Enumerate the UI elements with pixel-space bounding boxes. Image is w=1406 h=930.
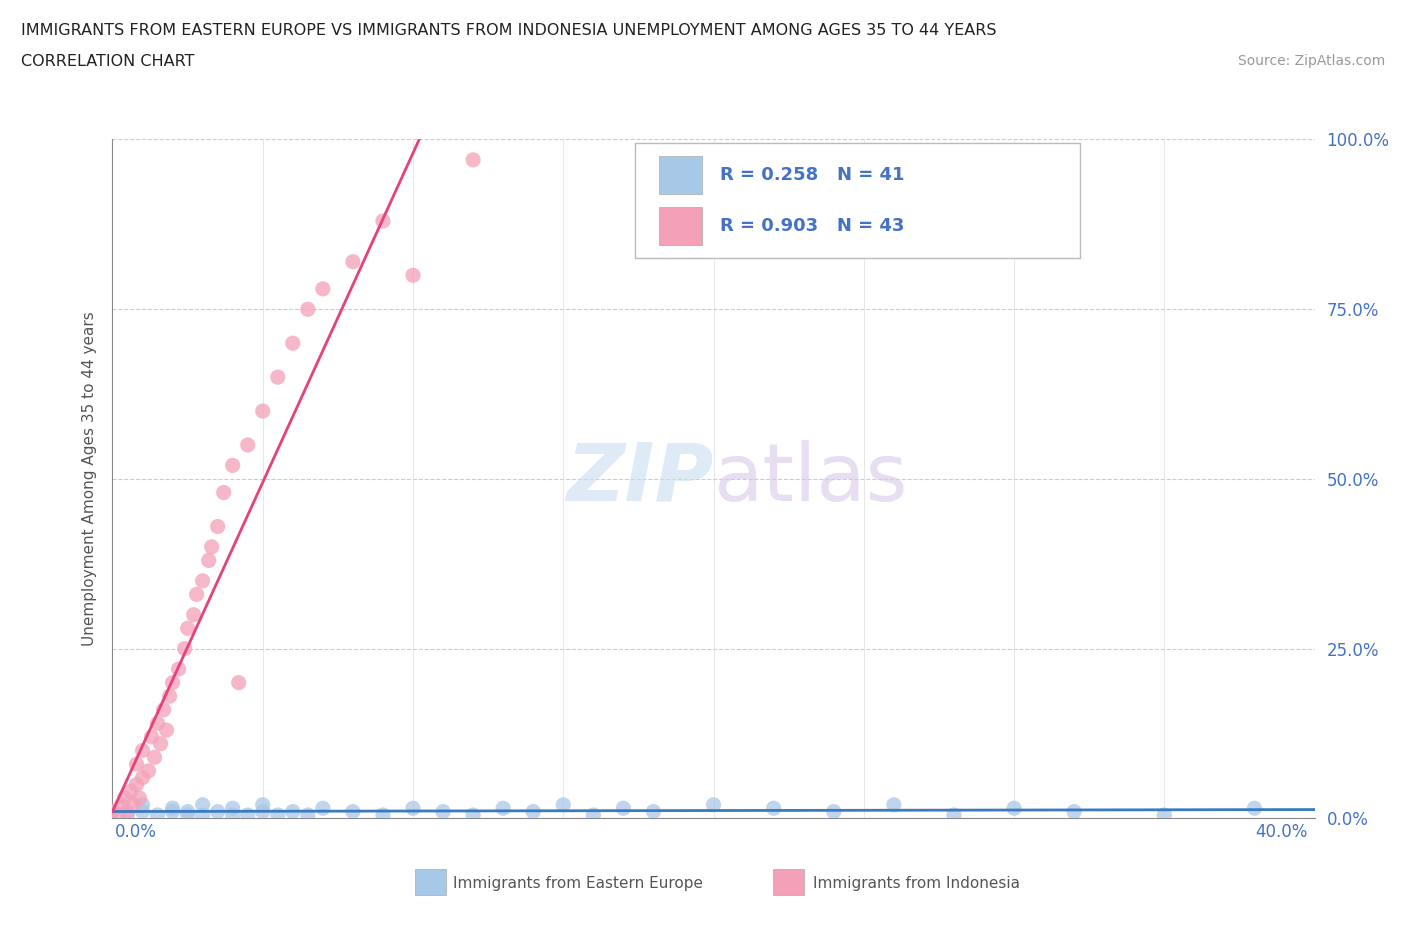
Point <box>281 336 304 351</box>
Point <box>252 404 274 418</box>
Point <box>212 485 235 500</box>
Point <box>236 807 259 822</box>
Text: R = 0.903   N = 43: R = 0.903 N = 43 <box>720 218 904 235</box>
Point <box>1002 801 1025 816</box>
Point <box>252 797 274 812</box>
Point <box>461 153 484 167</box>
Point <box>582 807 605 822</box>
Point <box>252 804 274 819</box>
Text: Immigrants from Indonesia: Immigrants from Indonesia <box>813 876 1019 891</box>
Point <box>152 702 174 717</box>
Point <box>155 723 177 737</box>
Point <box>643 804 665 819</box>
Point <box>207 519 229 534</box>
Point <box>191 573 214 589</box>
Point <box>432 804 454 819</box>
Point <box>141 729 163 744</box>
Point <box>883 797 905 812</box>
Point <box>122 797 145 812</box>
Point <box>101 804 124 819</box>
Text: Source: ZipAtlas.com: Source: ZipAtlas.com <box>1237 54 1385 68</box>
Point <box>522 804 544 819</box>
Point <box>131 797 153 812</box>
Point <box>176 804 198 819</box>
Point <box>371 807 394 822</box>
Point <box>110 797 132 812</box>
Point <box>222 807 245 822</box>
Point <box>125 757 148 772</box>
Point <box>201 539 224 554</box>
Point <box>131 743 153 758</box>
Point <box>267 369 290 385</box>
Point <box>191 807 214 822</box>
Point <box>162 804 184 819</box>
Point <box>297 301 319 316</box>
Point <box>162 675 184 690</box>
FancyBboxPatch shape <box>636 143 1080 259</box>
Point <box>101 804 124 819</box>
Point <box>131 770 153 785</box>
Point <box>138 764 160 778</box>
Point <box>173 642 195 657</box>
Point <box>281 804 304 819</box>
Point <box>762 801 785 816</box>
Text: R = 0.258   N = 41: R = 0.258 N = 41 <box>720 166 904 184</box>
Point <box>128 790 150 805</box>
Point <box>191 797 214 812</box>
Point <box>222 801 245 816</box>
Point <box>342 254 364 269</box>
Point <box>186 587 208 602</box>
Point <box>267 807 290 822</box>
Point <box>612 801 634 816</box>
Point <box>176 807 198 822</box>
Point <box>492 801 515 816</box>
Point <box>131 804 153 819</box>
Text: ZIP: ZIP <box>567 440 713 518</box>
Text: atlas: atlas <box>713 440 908 518</box>
Point <box>117 807 139 822</box>
Point <box>702 797 725 812</box>
Point <box>297 807 319 822</box>
Point <box>146 807 169 822</box>
Point <box>342 804 364 819</box>
Point <box>553 797 575 812</box>
Point <box>1063 804 1085 819</box>
Point <box>402 801 425 816</box>
Point <box>159 689 181 704</box>
Point <box>146 716 169 731</box>
Point <box>120 784 142 799</box>
Point <box>162 801 184 816</box>
Point <box>236 437 259 452</box>
Text: 0.0%: 0.0% <box>115 823 157 841</box>
Point <box>1153 807 1175 822</box>
Y-axis label: Unemployment Among Ages 35 to 44 years: Unemployment Among Ages 35 to 44 years <box>82 312 97 646</box>
Point <box>125 777 148 792</box>
Point <box>228 675 250 690</box>
Point <box>1243 801 1265 816</box>
Text: IMMIGRANTS FROM EASTERN EUROPE VS IMMIGRANTS FROM INDONESIA UNEMPLOYMENT AMONG A: IMMIGRANTS FROM EASTERN EUROPE VS IMMIGR… <box>21 23 997 38</box>
Point <box>183 607 205 622</box>
Point <box>312 801 335 816</box>
Point <box>402 268 425 283</box>
Text: 40.0%: 40.0% <box>1256 823 1308 841</box>
Point <box>371 214 394 229</box>
Point <box>461 807 484 822</box>
Point <box>176 621 198 636</box>
Point <box>149 737 172 751</box>
Point <box>197 553 219 568</box>
Point <box>207 804 229 819</box>
Point <box>823 804 845 819</box>
Point <box>117 804 139 819</box>
Point <box>114 790 136 805</box>
Point <box>312 282 335 297</box>
Bar <box>659 156 702 193</box>
Text: CORRELATION CHART: CORRELATION CHART <box>21 54 194 69</box>
Point <box>942 807 965 822</box>
Point <box>167 661 190 676</box>
Bar <box>659 207 702 245</box>
Point <box>222 458 245 472</box>
Point <box>143 750 166 764</box>
Text: Immigrants from Eastern Europe: Immigrants from Eastern Europe <box>453 876 703 891</box>
Point <box>107 807 129 822</box>
